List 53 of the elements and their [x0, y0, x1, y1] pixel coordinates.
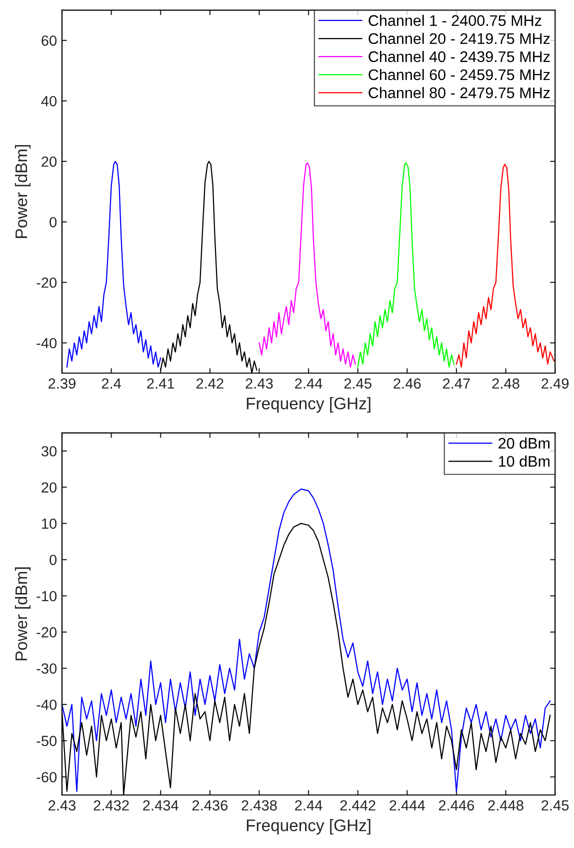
y-tick-label: 20 [42, 156, 57, 167]
x-tick-label: 2.39 [48, 378, 76, 389]
x-tick-label: 2.4 [102, 378, 122, 389]
legend-label: 20 dBm [498, 437, 550, 449]
x-tick-label: 2.444 [390, 800, 425, 810]
y-tick-label: -50 [36, 736, 57, 746]
x-axis-title: Frequency [GHz] [246, 397, 370, 413]
y-tick-label: 0 [50, 554, 57, 566]
x-tick-label: 2.44 [295, 800, 322, 810]
x-axis-title: Frequency [GHz] [246, 819, 370, 835]
y-tick-label: -20 [36, 277, 57, 288]
y-tick-label: -40 [36, 700, 57, 710]
line-series [357, 162, 455, 368]
y-tick-label: -60 [36, 772, 57, 782]
line-series [456, 164, 555, 368]
y-tick-label: 60 [42, 36, 57, 46]
x-tick-label: 2.446 [438, 800, 474, 811]
x-tick-label: 2.44 [295, 378, 322, 389]
x-tick-label: 2.46 [394, 378, 421, 389]
x-tick-label: 2.48 [492, 378, 520, 389]
x-tick-label: 2.438 [242, 800, 277, 811]
x-tick-label: 2.436 [192, 800, 228, 811]
legend-label: Channel 20 - 2419.75 MHz [368, 32, 550, 44]
x-tick-label: 2.47 [442, 378, 470, 389]
x-tick-label: 2.45 [344, 378, 372, 389]
legend-label: 10 dBm [498, 456, 550, 467]
legend-label: Channel 1 - 2400.75 MHz [368, 14, 542, 26]
x-tick-label: 2.432 [94, 800, 129, 811]
x-tick-label: 2.49 [542, 378, 569, 389]
y-tick-label: 20 [42, 482, 57, 493]
x-tick-label: 2.42 [196, 378, 224, 389]
y-tick-label: -40 [36, 338, 57, 348]
x-tick-label: 2.434 [143, 800, 178, 811]
y-tick-label: 0 [50, 216, 57, 228]
legend-label: Channel 40 - 2439.75 MHz [368, 50, 550, 62]
y-axis-title: Power [dBm] [14, 567, 30, 660]
y-tick-label: 40 [41, 96, 57, 106]
y-tick-label: -10 [36, 590, 57, 602]
y-axis-title: Power [dBm] [14, 145, 30, 238]
x-tick-label: 2.41 [147, 378, 174, 389]
x-tick-label: 2.448 [488, 800, 524, 811]
line-series [66, 160, 162, 368]
line-series [258, 162, 356, 368]
y-tick-label: -30 [36, 663, 57, 674]
y-tick-label: 30 [41, 446, 57, 456]
x-tick-label: 2.43 [48, 800, 76, 811]
x-tick-label: 2.442 [340, 800, 376, 810]
y-tick-label: -20 [36, 627, 57, 638]
legend-label: Channel 60 - 2459.75 MHz [368, 68, 550, 80]
x-tick-label: 2.43 [246, 378, 273, 389]
x-tick-label: 2.45 [542, 800, 569, 811]
y-tick-label: 10 [42, 518, 57, 529]
legend-label: Channel 80 - 2479.75 MHz [368, 87, 550, 98]
